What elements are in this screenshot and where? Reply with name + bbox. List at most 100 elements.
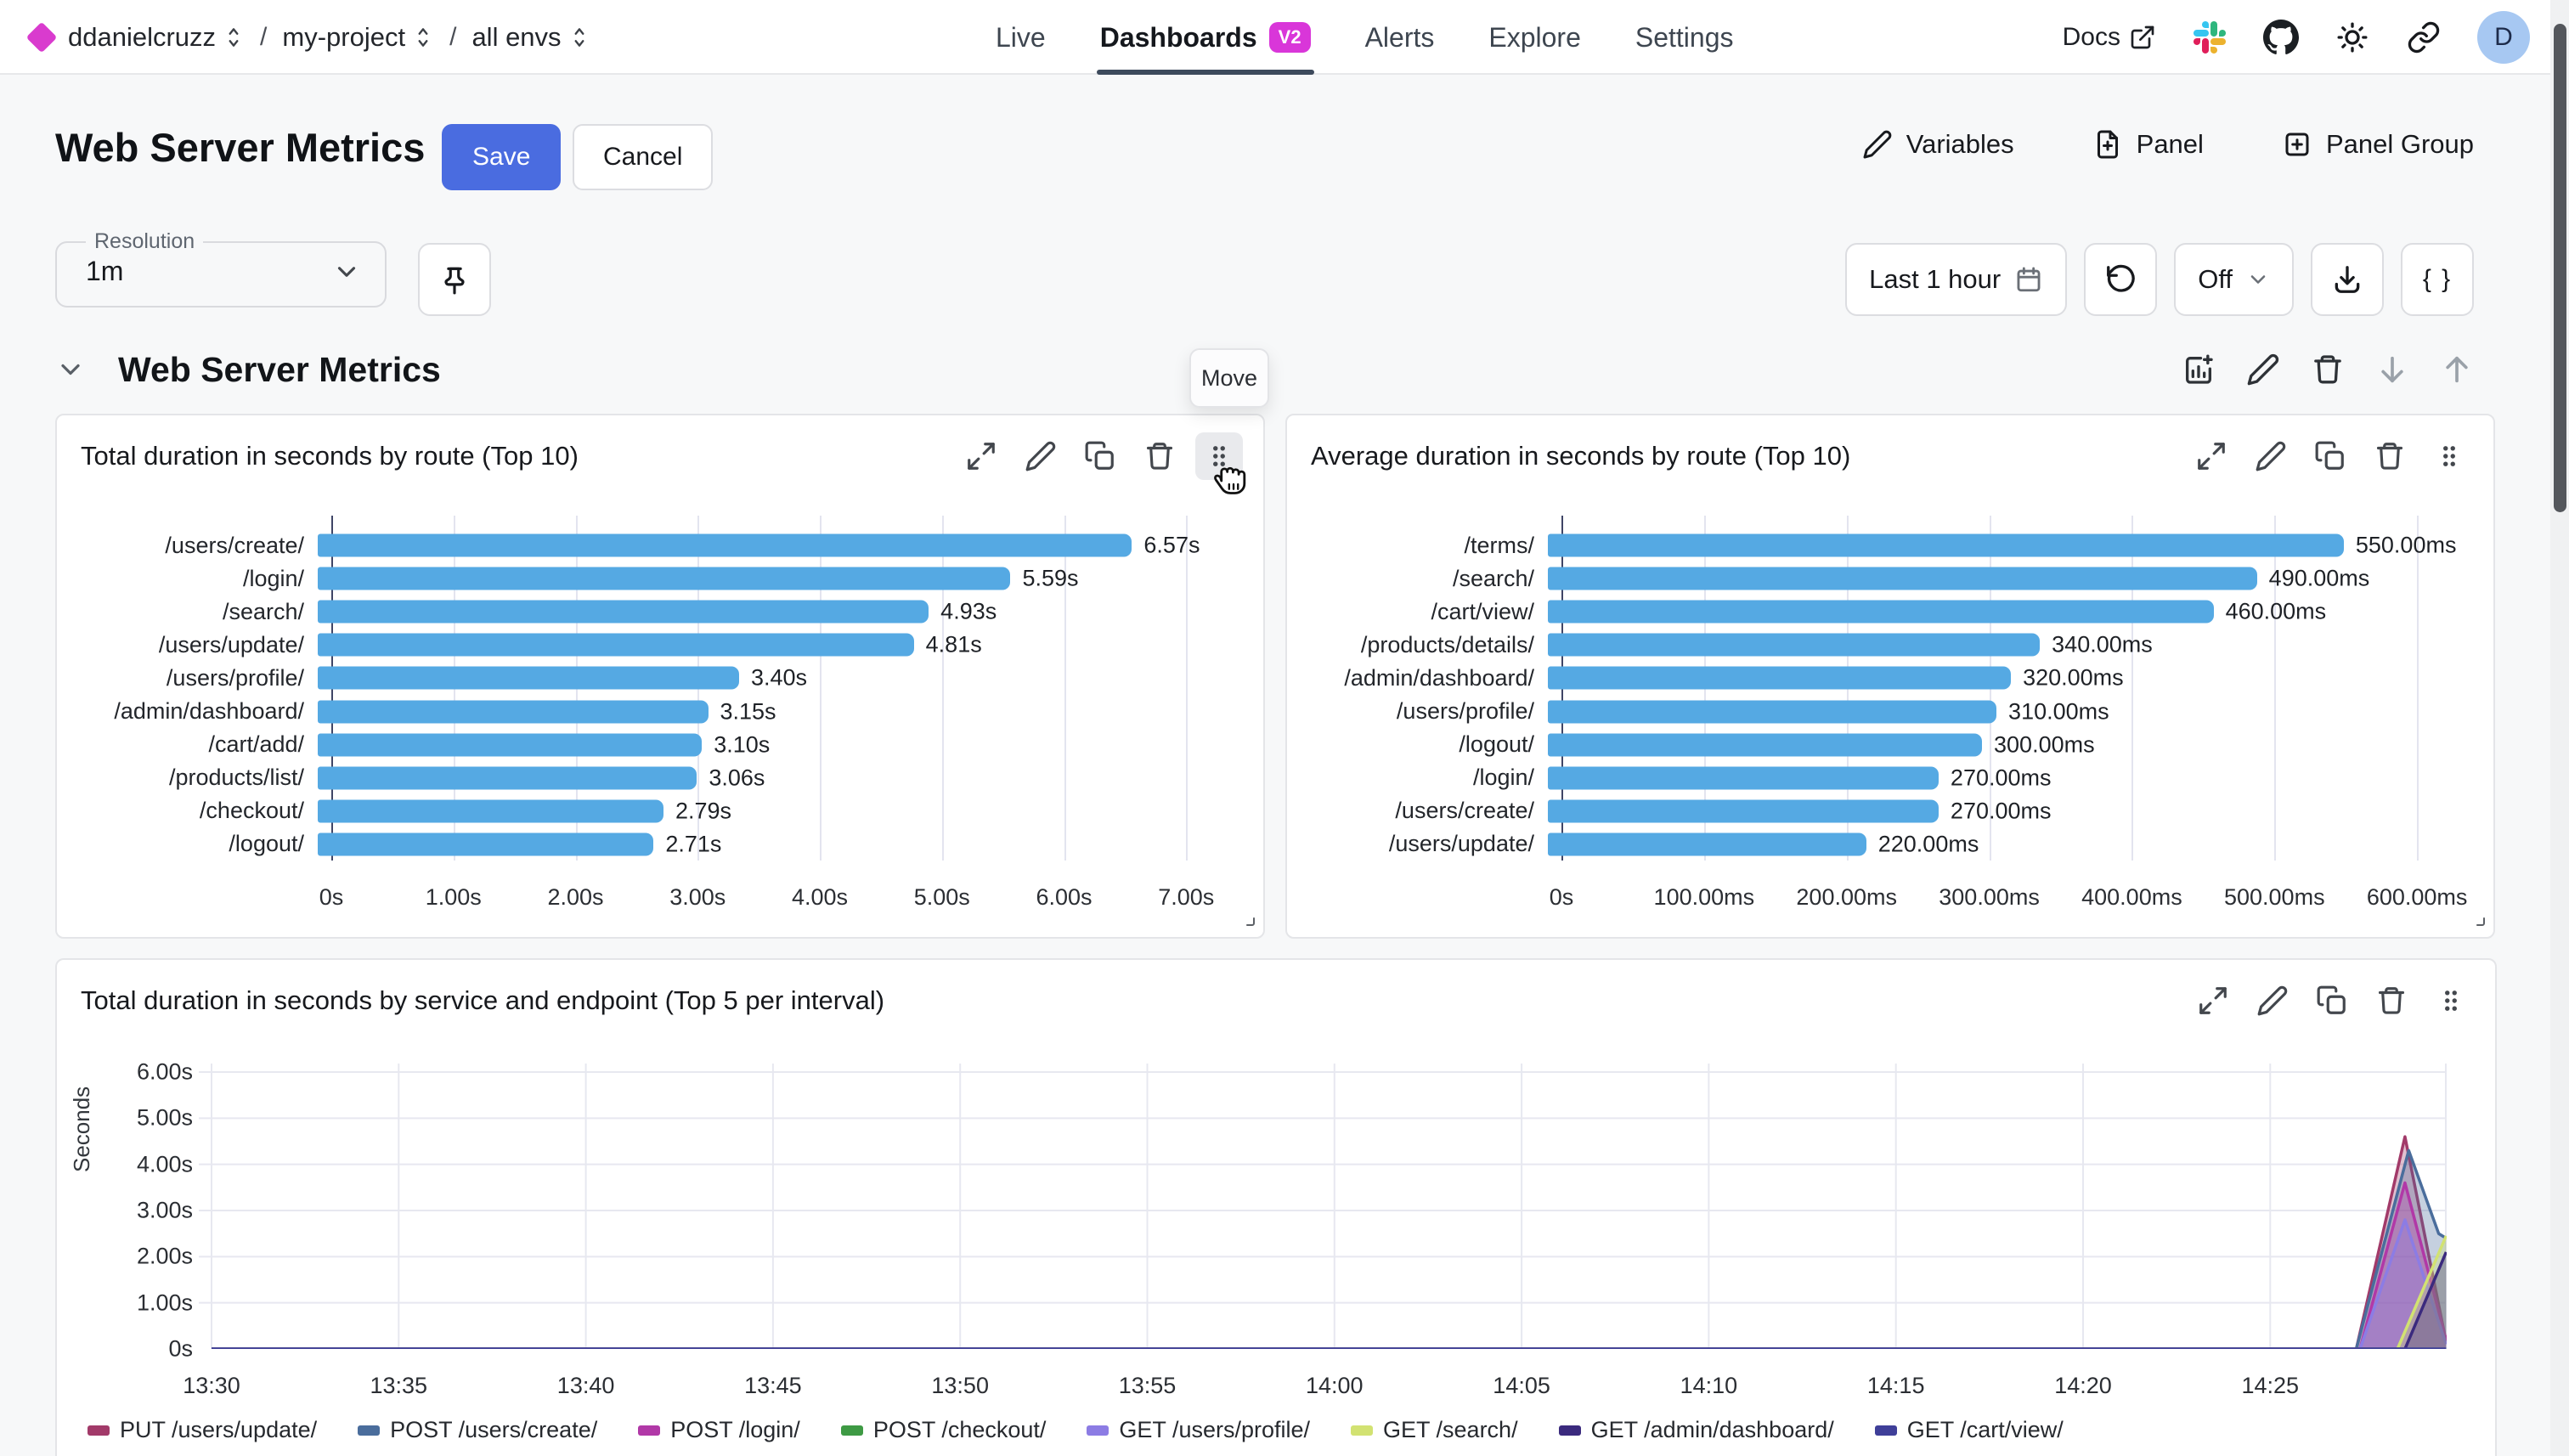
bar[interactable]	[1548, 766, 1939, 790]
panel-expand-button[interactable]	[957, 432, 1005, 480]
bar[interactable]	[318, 600, 929, 624]
panel-delete-button[interactable]	[2368, 977, 2415, 1024]
bar[interactable]	[1548, 633, 2041, 657]
panel-title: Average duration in seconds by route (To…	[1311, 441, 1851, 471]
move-group-down-button[interactable]	[2375, 353, 2409, 387]
variables-button[interactable]: Variables	[1862, 129, 2014, 160]
panel-duplicate-button[interactable]	[2308, 977, 2356, 1024]
x-tick-label: 4.00s	[791, 884, 849, 910]
panel-resize-handle[interactable]	[1239, 911, 1256, 932]
bar[interactable]	[1548, 666, 2012, 690]
bar[interactable]	[318, 666, 739, 690]
panel-delete-button[interactable]	[2366, 432, 2414, 480]
tab-alerts[interactable]: Alerts	[1364, 21, 1435, 53]
legend-item[interactable]: GET /admin/dashboard/	[1558, 1417, 1834, 1443]
github-icon[interactable]	[2263, 20, 2299, 55]
bar-track: 3.06s	[318, 762, 1250, 794]
panel-header: Average duration in seconds by route (To…	[1287, 415, 2493, 497]
add-chart-button[interactable]	[2182, 353, 2216, 387]
bar[interactable]	[1548, 700, 1997, 724]
area-chart-plot	[199, 1064, 2448, 1351]
panel-drag-handle[interactable]	[2427, 977, 2475, 1024]
bar[interactable]	[1548, 799, 1939, 823]
panel-edit-button[interactable]	[1017, 432, 1064, 480]
cancel-button[interactable]: Cancel	[573, 124, 714, 190]
bar[interactable]	[318, 533, 1132, 557]
time-range-button[interactable]: Last 1 hour	[1845, 243, 2068, 316]
download-button[interactable]	[2311, 243, 2384, 316]
bar[interactable]	[1548, 832, 1866, 856]
panel-resize-handle[interactable]	[2470, 911, 2487, 932]
series-area	[212, 1219, 2447, 1349]
tab-settings[interactable]: Settings	[1635, 21, 1734, 53]
panel-expand-button[interactable]	[2188, 432, 2235, 480]
bar[interactable]	[318, 799, 663, 823]
pin-button[interactable]	[418, 243, 491, 316]
scrollbar-track[interactable]	[2550, 0, 2569, 1456]
bar-row: /cart/view/460.00ms	[1307, 595, 2480, 628]
share-link-icon[interactable]	[2406, 20, 2442, 55]
panel-edit-button[interactable]	[2247, 432, 2295, 480]
panel-expand-button[interactable]	[2189, 977, 2237, 1024]
bar[interactable]	[318, 733, 703, 757]
panel-duplicate-button[interactable]	[1076, 432, 1124, 480]
bar[interactable]	[318, 633, 914, 657]
bar[interactable]	[318, 567, 1011, 590]
chevron-down-icon	[2250, 275, 2266, 284]
docs-link[interactable]: Docs	[2063, 23, 2156, 52]
bar-track: 220.00ms	[1548, 828, 2480, 861]
json-view-button[interactable]: { }	[2401, 243, 2474, 316]
user-avatar[interactable]: D	[2477, 11, 2530, 64]
legend-item[interactable]: PUT /users/update/	[88, 1417, 317, 1443]
tab-live[interactable]: Live	[996, 21, 1046, 53]
refresh-button[interactable]	[2084, 243, 2158, 316]
tab-explore[interactable]: Explore	[1488, 21, 1581, 53]
legend-item[interactable]: POST /users/create/	[358, 1417, 597, 1443]
time-controls: Last 1 hour Off { }	[1845, 243, 2474, 316]
bar[interactable]	[318, 700, 709, 724]
delete-group-button[interactable]	[2311, 353, 2345, 387]
scrollbar-thumb[interactable]	[2554, 24, 2566, 512]
x-tick-label: 14:05	[1493, 1373, 1550, 1398]
legend-item[interactable]: POST /checkout/	[840, 1417, 1046, 1443]
add-panel-button[interactable]: Panel	[2092, 129, 2204, 160]
bar-track: 4.81s	[318, 629, 1250, 661]
bar[interactable]	[1548, 733, 1983, 757]
panel-delete-button[interactable]	[1136, 432, 1183, 480]
bar[interactable]	[318, 832, 654, 856]
legend-item[interactable]: GET /search/	[1351, 1417, 1518, 1443]
legend-item[interactable]: POST /login/	[638, 1417, 800, 1443]
series-line	[212, 1148, 2448, 1351]
bar-value-label: 3.15s	[720, 698, 776, 725]
tab-dashboards[interactable]: Dashboards V2	[1096, 0, 1314, 75]
move-group-up-button[interactable]	[2440, 353, 2474, 387]
edit-group-button[interactable]	[2246, 353, 2280, 387]
auto-refresh-select[interactable]: Off	[2174, 243, 2294, 316]
main-tabs: Live Dashboards V2 Alerts Explore Settin…	[996, 0, 1733, 75]
panel-drag-handle[interactable]	[2425, 432, 2473, 480]
legend-item[interactable]: GET /cart/view/	[1874, 1417, 2064, 1443]
collapse-chevron-icon[interactable]	[55, 354, 86, 385]
bar[interactable]	[1548, 533, 2344, 557]
bar-row: /products/list/3.06s	[77, 762, 1250, 794]
bar[interactable]	[318, 766, 697, 790]
bar-value-label: 270.00ms	[1950, 765, 2052, 791]
resolution-select[interactable]: Resolution 1m	[55, 229, 387, 308]
org-selector[interactable]: ddanielcruzz	[68, 22, 245, 53]
add-panel-group-button[interactable]: Panel Group	[2282, 129, 2474, 160]
legend-item[interactable]: GET /users/profile/	[1087, 1417, 1310, 1443]
bar[interactable]	[1548, 600, 2214, 624]
panel-duplicate-button[interactable]	[2306, 432, 2354, 480]
panel-drag-handle[interactable]	[1195, 432, 1246, 494]
panel-edit-button[interactable]	[2249, 977, 2296, 1024]
env-selector[interactable]: all envs	[471, 22, 590, 53]
bar[interactable]	[1548, 567, 2257, 590]
project-selector[interactable]: my-project	[282, 22, 434, 53]
theme-toggle-sun-icon[interactable]	[2335, 20, 2370, 55]
save-button[interactable]: Save	[442, 124, 562, 190]
bar-track: 490.00ms	[1548, 562, 2480, 595]
bar-value-label: 310.00ms	[2008, 698, 2109, 725]
bar-row: /users/update/4.81s	[77, 629, 1250, 661]
slack-icon[interactable]	[2192, 20, 2227, 55]
bar-category-label: /checkout/	[199, 798, 304, 824]
